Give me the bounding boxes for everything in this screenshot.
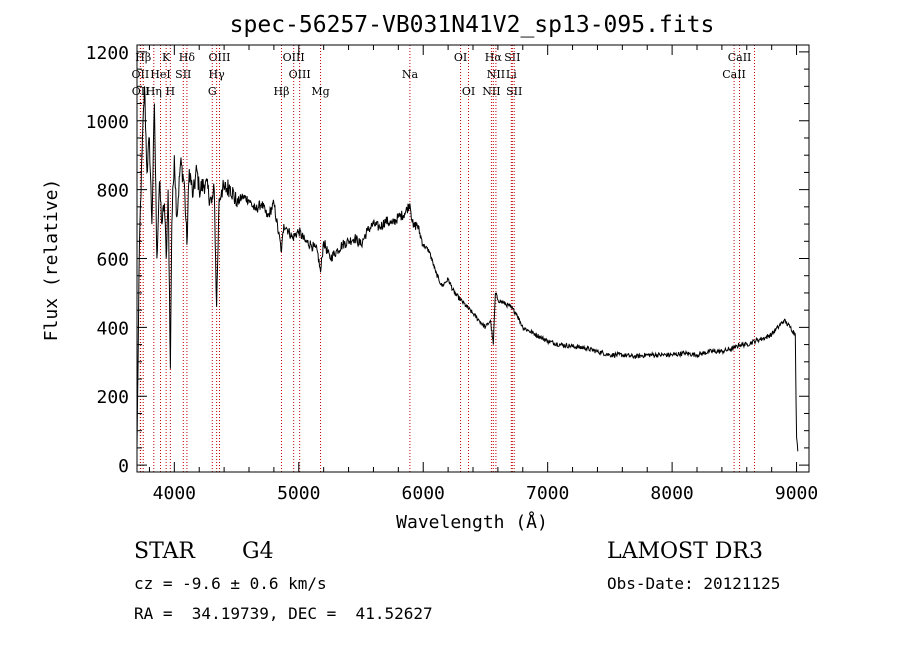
line-label: Hγ	[209, 68, 226, 81]
y-axis-label: Flux (relative)	[41, 179, 62, 342]
line-label: G	[208, 85, 217, 98]
x-tick-label: 4000	[153, 483, 196, 504]
redshift-cz: cz = -9.6 ± 0.6 km/s	[134, 574, 327, 593]
line-label: Hδ	[179, 51, 196, 64]
coordinates: RA = 34.19739, DEC = 41.52627	[134, 604, 433, 623]
line-label: H	[166, 85, 176, 98]
line-label: OIII	[283, 51, 305, 64]
line-label: CaII	[722, 68, 746, 81]
line-label: NII	[487, 68, 505, 81]
line-label: Hβ	[274, 85, 290, 98]
obs-date: Obs-Date: 20121125	[607, 574, 781, 593]
line-label: CaII	[728, 51, 752, 64]
line-label: OI	[462, 85, 475, 98]
x-tick-label: 9000	[775, 483, 818, 504]
line-label: Hβ	[135, 51, 151, 64]
line-label: SII	[506, 85, 522, 98]
line-label: OIII	[289, 68, 311, 81]
x-tick-label: 8000	[650, 483, 693, 504]
flux-series-line	[136, 86, 799, 452]
x-tick-label: 6000	[402, 483, 445, 504]
y-tick-label: 1200	[86, 43, 129, 64]
line-label: Li	[506, 68, 517, 81]
axis-ticks: 4000 5000 6000 7000 8000 9000 0 200 400 600 800 100…	[86, 43, 819, 504]
line-label: OIII	[208, 51, 230, 64]
line-label: SII	[175, 68, 191, 81]
y-tick-label: 200	[96, 387, 129, 408]
line-label: NII	[482, 85, 500, 98]
x-tick-label: 5000	[277, 483, 320, 504]
x-tick-label: 7000	[526, 483, 569, 504]
line-label: Na	[402, 68, 419, 81]
chart-title: spec-56257-VB031N41V2_sp13-095.fits	[230, 12, 715, 38]
y-tick-label: 1000	[86, 112, 129, 133]
line-label: Hα	[485, 51, 503, 64]
subclass: G4	[242, 539, 274, 564]
line-label: K	[162, 51, 171, 64]
line-label: Hη	[146, 85, 162, 98]
y-tick-label: 400	[96, 318, 129, 339]
x-axis-label: Wavelength (Å)	[396, 511, 548, 533]
line-label: SII	[504, 51, 520, 64]
object-class: STAR	[134, 539, 195, 564]
line-label: OII	[132, 68, 150, 81]
line-label: OI	[454, 51, 467, 64]
plot-frame	[136, 44, 810, 473]
y-tick-label: 0	[118, 456, 129, 477]
line-label: HeI	[150, 68, 170, 81]
line-label: Mg	[311, 85, 329, 98]
y-tick-label: 600	[96, 250, 129, 271]
line-label: CaII	[743, 0, 767, 3]
y-tick-label: 800	[96, 181, 129, 202]
survey-name: LAMOST DR3	[607, 539, 763, 564]
